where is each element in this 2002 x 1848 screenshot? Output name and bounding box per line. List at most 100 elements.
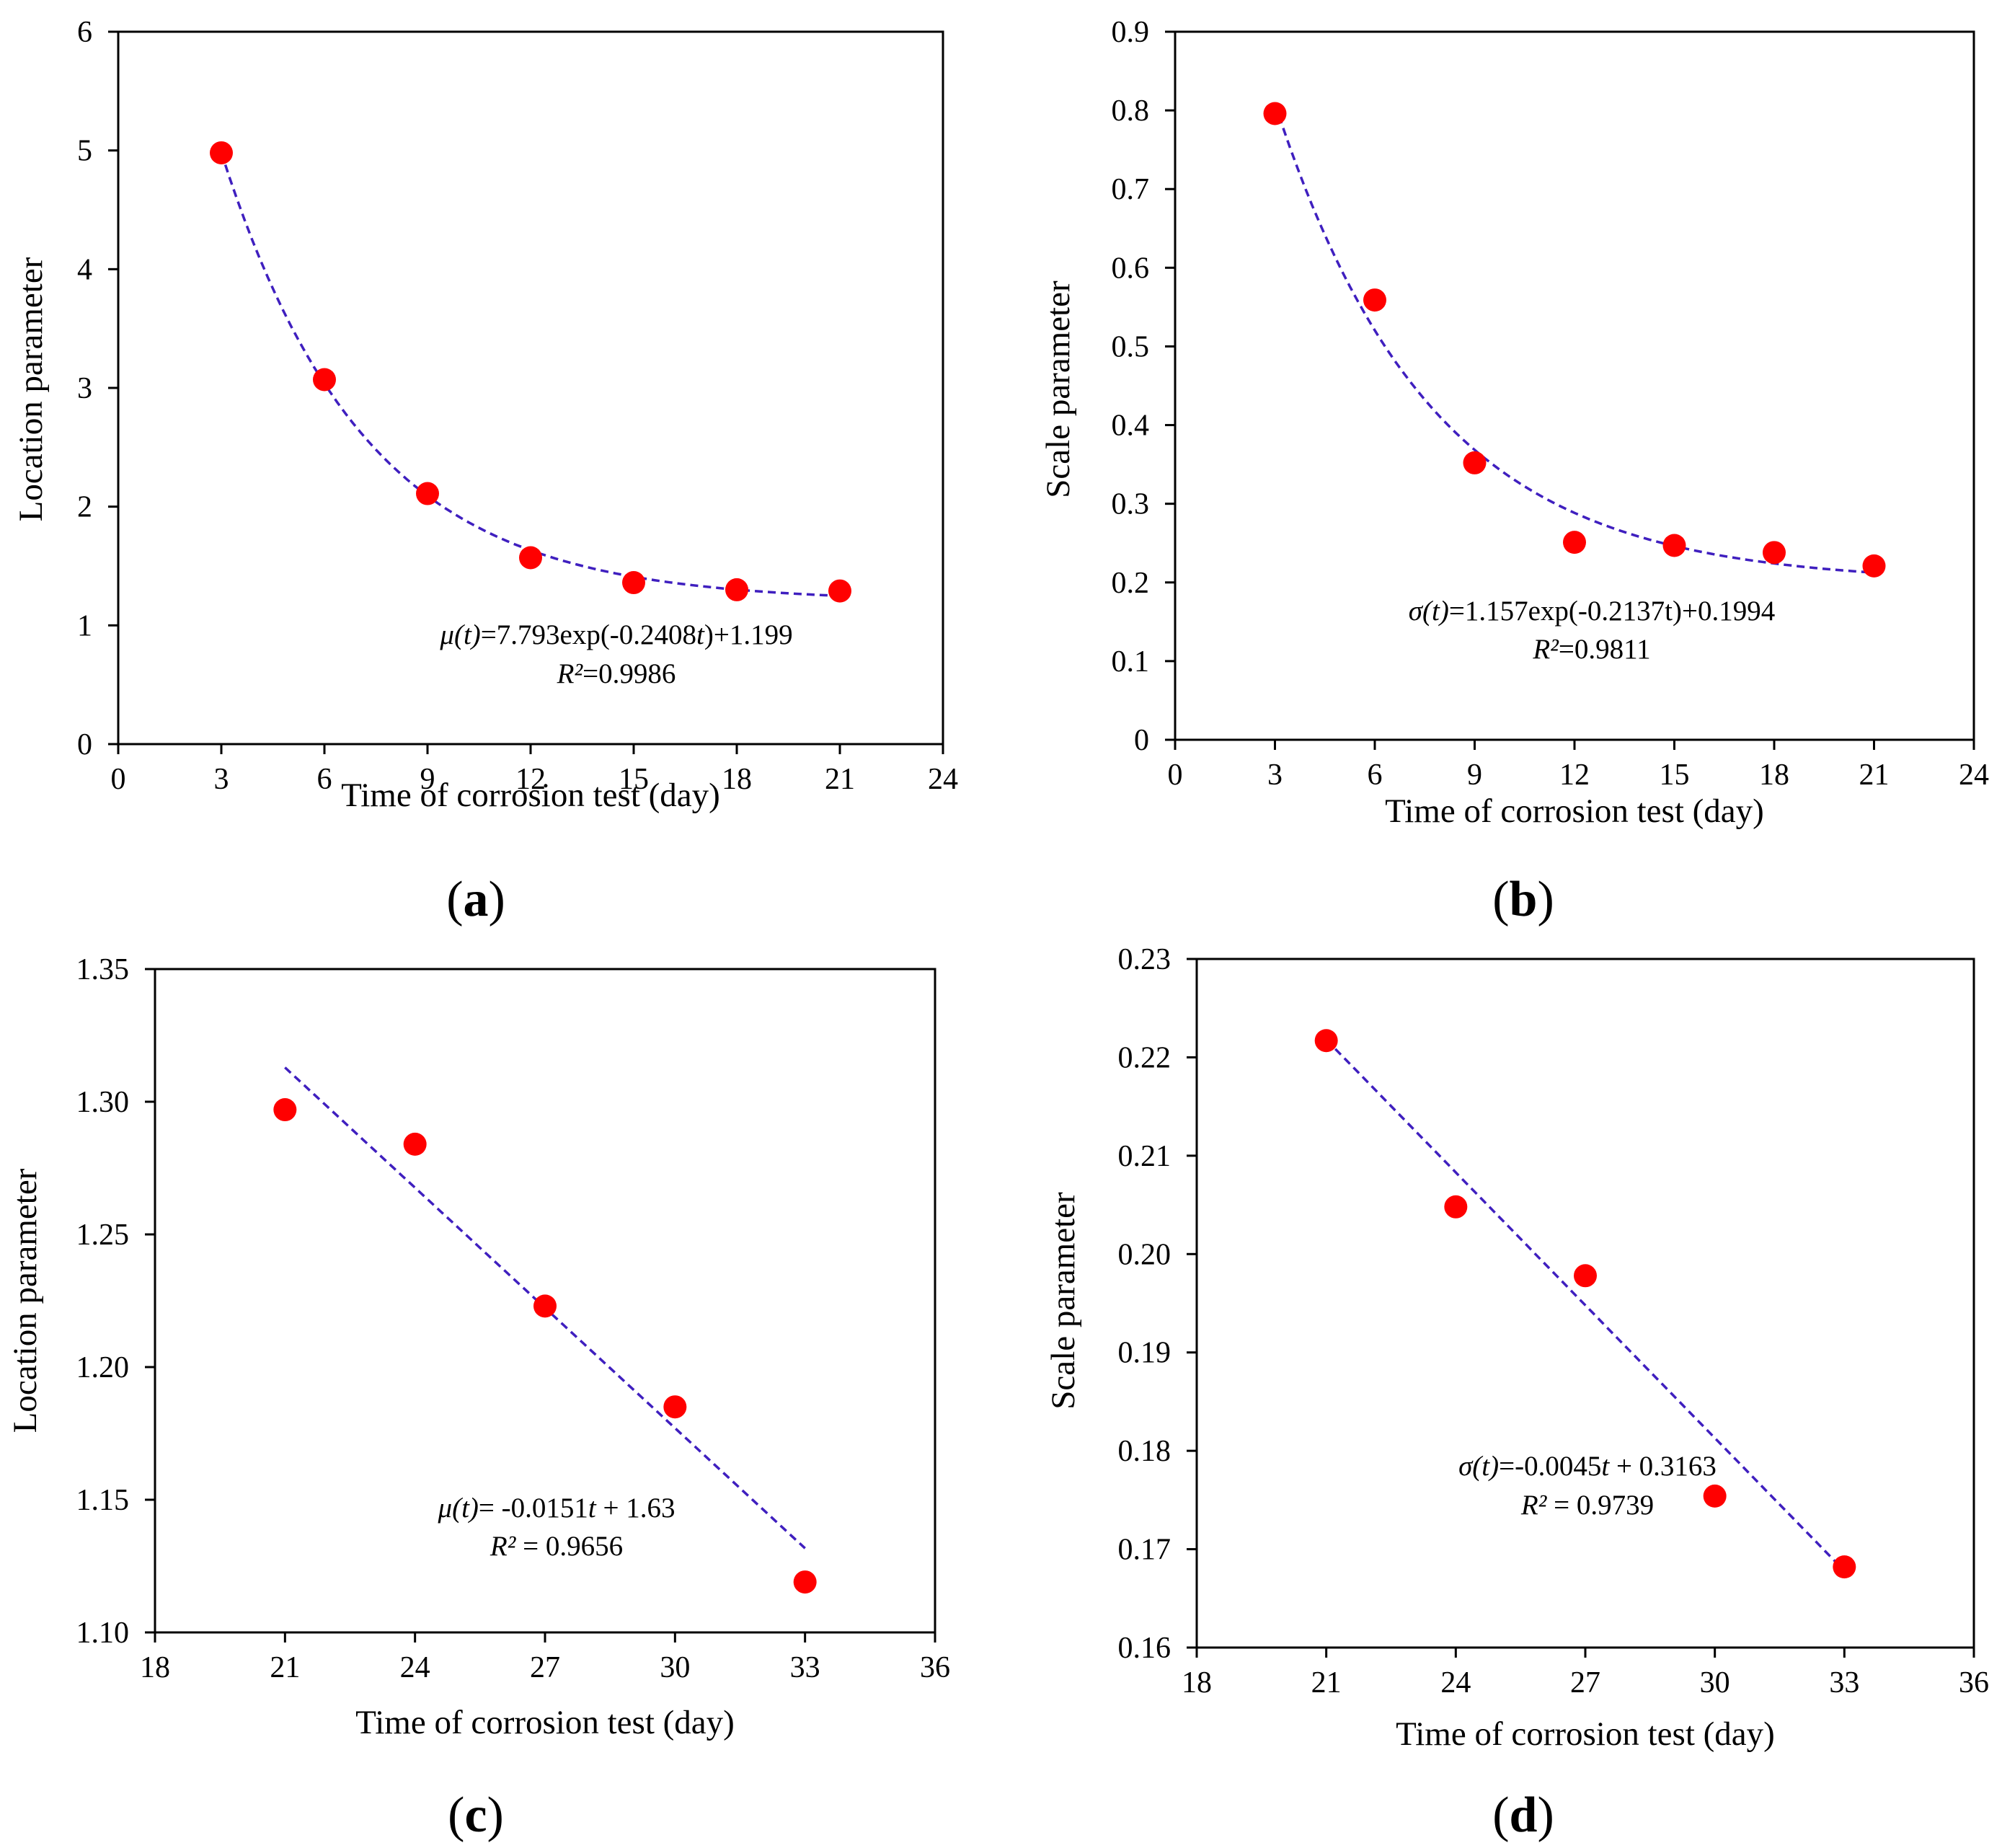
- x-tick-label: 0: [111, 763, 126, 796]
- x-axis-title: Time of corrosion test (day): [1396, 1715, 1775, 1753]
- x-tick-label: 30: [1700, 1666, 1730, 1699]
- equation-run: =1.157exp(-0.2137t)+0.1994: [1449, 596, 1775, 627]
- x-tick-label: 6: [1368, 759, 1383, 792]
- data-point: [210, 141, 233, 164]
- data-point: [273, 1098, 297, 1122]
- equation-run: = 0.9739: [1546, 1490, 1654, 1521]
- chart-panel-d: 18 21 24 27 30 33 36 0.16 0.17 0.18 0.19 0.20 0.21 0.…: [1045, 943, 1989, 1843]
- equation-run: = 0.9656: [515, 1531, 623, 1562]
- x-tick-label: 21: [270, 1651, 300, 1684]
- y-tick-label: 1.35: [76, 953, 130, 986]
- data-point: [793, 1570, 817, 1594]
- y-tick-label: 1: [77, 609, 92, 642]
- y-tick-label: 0.6: [1112, 252, 1150, 285]
- x-axis-title: Time of corrosion test (day): [1385, 792, 1764, 830]
- data-point: [533, 1294, 557, 1318]
- fit-equation: μ(t)= -0.0151t + 1.63: [438, 1493, 676, 1524]
- y-tick-label: 0: [77, 728, 92, 761]
- x-axis-title: Time of corrosion test (day): [355, 1704, 735, 1741]
- y-tick-label: 1.30: [76, 1086, 130, 1119]
- y-tick-label: 0.9: [1112, 16, 1150, 49]
- y-tick-label: 2: [77, 491, 92, 524]
- y-axis-title: Location parameter: [12, 257, 50, 521]
- y-axis-title: Scale parameter: [1040, 280, 1077, 498]
- data-point: [1263, 102, 1287, 125]
- equation-run: =0.9811: [1559, 634, 1651, 665]
- x-tick-label: 24: [400, 1651, 430, 1684]
- y-tick-label: 1.10: [76, 1617, 130, 1650]
- y-tick-label: 0.22: [1118, 1041, 1171, 1074]
- panel-label-letter: a: [464, 872, 489, 927]
- r-squared: R²=0.9986: [557, 658, 676, 689]
- x-tick-label: 24: [928, 763, 958, 796]
- data-point: [1763, 541, 1786, 565]
- x-tick-label: 15: [1660, 759, 1690, 792]
- fit-line: [1325, 1038, 1846, 1572]
- equation-run: t: [1601, 1451, 1610, 1482]
- equation-run: R²: [557, 658, 584, 689]
- y-tick-label: 1.20: [76, 1351, 130, 1384]
- equation-run: R²: [490, 1531, 517, 1562]
- r-squared: R² = 0.9656: [490, 1531, 623, 1562]
- panel-label-paren: (: [1492, 1787, 1509, 1843]
- r-squared: R² = 0.9739: [1520, 1490, 1654, 1521]
- panel-label-paren: ): [487, 1787, 504, 1843]
- y-tick-label: 0.21: [1118, 1140, 1171, 1173]
- equation-run: t: [696, 619, 705, 650]
- x-tick-label: 6: [317, 763, 332, 796]
- equation-run: )+1.199: [704, 619, 793, 650]
- x-tick-label: 30: [660, 1651, 690, 1684]
- y-tick-label: 0.23: [1118, 943, 1171, 976]
- data-point: [1574, 1264, 1597, 1288]
- y-tick-label: 0.4: [1112, 410, 1150, 443]
- y-tick-label: 0.20: [1118, 1238, 1171, 1271]
- panel-label-paren: ): [1537, 872, 1554, 927]
- x-tick-label: 3: [214, 763, 229, 796]
- data-point: [622, 571, 645, 595]
- x-tick-label: 12: [1559, 759, 1590, 792]
- y-tick-label: 0: [1134, 724, 1149, 757]
- equation-run: R²: [1532, 634, 1559, 665]
- x-tick-label: 21: [825, 763, 855, 796]
- y-axis-title: Scale parameter: [1045, 1192, 1082, 1410]
- fit-equation: σ(t)=1.157exp(-0.2137t)+0.1994: [1409, 596, 1775, 627]
- y-tick-label: 0.17: [1118, 1534, 1171, 1567]
- panel-label: (c): [448, 1787, 504, 1843]
- chart-panel-c: 18 21 24 27 30 33 36 1.10 1.15 1.20 1.25 1.30 1.35 Ti…: [6, 953, 950, 1843]
- data-point: [1563, 531, 1586, 554]
- y-tick-label: 0.3: [1112, 488, 1150, 521]
- fit-line: [1273, 102, 1874, 574]
- y-tick-label: 1.15: [76, 1484, 130, 1517]
- x-tick-label: 18: [1182, 1666, 1212, 1699]
- x-tick-label: 0: [1168, 759, 1183, 792]
- fit-equation: μ(t)=7.793exp(-0.2408t)+1.199: [439, 619, 792, 650]
- equation-run: t: [588, 1493, 597, 1524]
- panel-label-paren: (: [448, 1787, 464, 1843]
- y-tick-label: 0.16: [1118, 1632, 1171, 1665]
- y-axis-title: Location parameter: [6, 1168, 44, 1433]
- y-tick-label: 0.1: [1112, 645, 1150, 678]
- x-tick-label: 9: [1467, 759, 1482, 792]
- y-tick-label: 0.2: [1112, 567, 1150, 600]
- data-point: [403, 1132, 427, 1156]
- y-tick-label: 0.8: [1112, 94, 1150, 128]
- panel-label-paren: ): [489, 872, 505, 927]
- fit-equation: σ(t)=-0.0045t + 0.3163: [1458, 1451, 1717, 1482]
- x-tick-label: 12: [515, 763, 546, 796]
- fit-line: [220, 151, 841, 598]
- data-point: [416, 482, 439, 505]
- x-tick-label: 33: [790, 1651, 820, 1684]
- y-tick-label: 0.18: [1118, 1435, 1171, 1468]
- equation-run: μ(t): [439, 619, 480, 650]
- data-point: [1463, 451, 1487, 474]
- x-tick-label: 18: [1759, 759, 1789, 792]
- equation-run: σ(t): [1458, 1451, 1499, 1482]
- y-tick-label: 0.5: [1112, 330, 1150, 363]
- data-point: [725, 578, 748, 601]
- panel-label: (a): [446, 872, 505, 927]
- equation-run: + 0.3163: [1609, 1451, 1717, 1482]
- data-point: [1703, 1484, 1727, 1508]
- data-point: [519, 546, 542, 570]
